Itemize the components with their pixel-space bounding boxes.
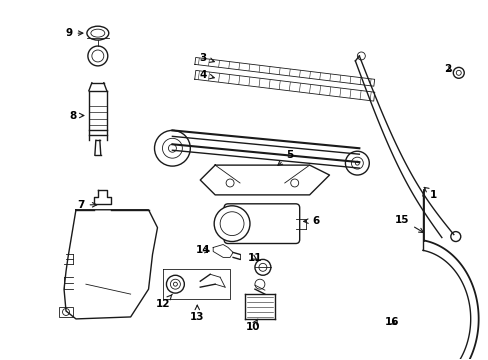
Text: 12: 12 bbox=[156, 294, 172, 309]
Text: 2: 2 bbox=[443, 64, 451, 74]
Text: 7: 7 bbox=[77, 200, 97, 210]
Text: 1: 1 bbox=[423, 188, 437, 200]
Text: 11: 11 bbox=[247, 253, 262, 264]
Text: 15: 15 bbox=[394, 215, 423, 233]
Text: 10: 10 bbox=[245, 319, 260, 332]
Circle shape bbox=[214, 206, 249, 242]
Text: 4: 4 bbox=[199, 70, 214, 80]
Text: 13: 13 bbox=[190, 305, 204, 322]
Text: 14: 14 bbox=[196, 246, 210, 256]
Bar bbox=[59, 307, 73, 317]
Text: 8: 8 bbox=[69, 111, 84, 121]
Text: 6: 6 bbox=[303, 216, 319, 226]
Text: 3: 3 bbox=[199, 53, 214, 63]
FancyBboxPatch shape bbox=[224, 204, 299, 243]
Text: 5: 5 bbox=[277, 150, 293, 166]
Text: 16: 16 bbox=[384, 317, 399, 327]
Text: 9: 9 bbox=[65, 28, 82, 38]
